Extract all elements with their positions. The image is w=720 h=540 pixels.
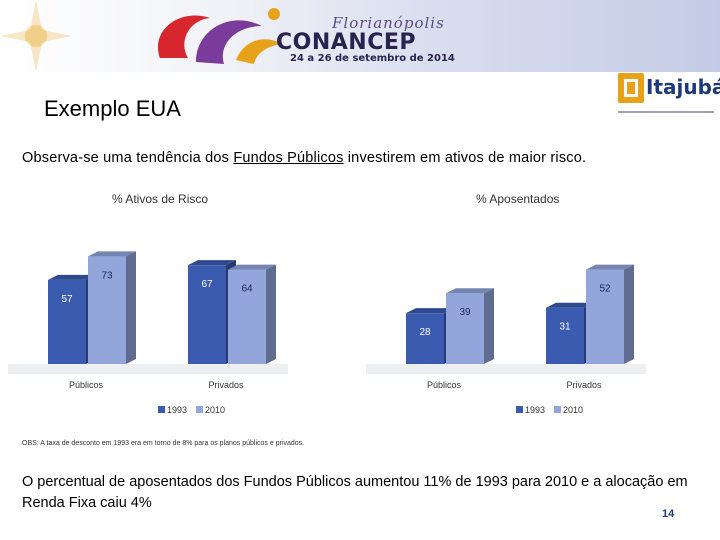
category-label-0: Públicos [427,380,462,390]
partner-logo: Itajubá [618,73,720,117]
summary-text: O percentual de aposentados dos Fundos P… [22,474,688,511]
page-number: 14 [662,508,675,520]
data-label-1993-1: 67 [201,279,213,290]
itajuba-mark-icon [618,73,644,103]
logo-dates: 24 a 26 de setembro de 2014 [290,53,455,64]
swirl-logo-icon [158,8,282,64]
chart-title-retirees: % Aposentados [476,192,560,206]
bar-2010-0 [446,288,494,364]
data-label-2010-1: 64 [241,284,253,295]
header-decoration [0,0,282,72]
data-label-2010-0: 39 [459,307,471,318]
category-label-0: Públicos [69,380,104,390]
legend-label-1993: 1993 [167,405,187,415]
legend-swatch-2010 [554,406,561,413]
slide-title: Exemplo EUA [44,96,181,121]
data-label-1993-0: 28 [419,327,431,338]
partner-logo-name: Itajubá [646,75,720,99]
sunburst-icon [0,0,72,72]
legend-label-2010: 2010 [563,405,583,415]
legend-swatch-1993 [158,406,165,413]
bar-2010-1 [586,264,634,364]
data-label-2010-1: 52 [599,284,611,295]
data-label-2010-0: 73 [101,270,113,281]
chart-floor [8,364,288,374]
logo-name: CONANCEP [276,30,416,55]
intro-after: investirem em ativos de maior risco. [343,150,587,166]
chart-title-risk: % Ativos de Risco [112,192,209,206]
intro-before: Observa-se uma tendência dos [22,150,234,166]
footnote: OBS: A taxa de desconto em 1993 era em t… [22,440,305,447]
intro-text: Observa-se uma tendência dos Fundos Públ… [22,150,586,166]
chart-floor [366,364,646,374]
legend-label-2010: 2010 [205,405,225,415]
chart-retirees: 28 39 Públicos 31 52 Privados 1993 2010 [366,264,646,415]
bar-2010-1 [228,264,276,364]
logo-script-text: Florianópolis [332,14,445,32]
legend-swatch-1993 [516,406,523,413]
legend-swatch-2010 [196,406,203,413]
partner-logo-underline [618,111,714,113]
data-label-1993-1: 31 [559,322,571,333]
data-label-1993-0: 57 [61,294,73,305]
category-label-1: Privados [208,380,244,390]
header-banner: Florianópolis CONANCEP 24 a 26 de setemb… [0,0,720,72]
bar-2010-0 [88,251,136,364]
intro-underlined: Fundos Públicos [233,150,344,166]
category-label-1: Privados [566,380,602,390]
legend-label-1993: 1993 [525,405,545,415]
chart-risk-assets: 57 73 Públicos 67 64 Privados 1993 2010 [8,251,288,415]
